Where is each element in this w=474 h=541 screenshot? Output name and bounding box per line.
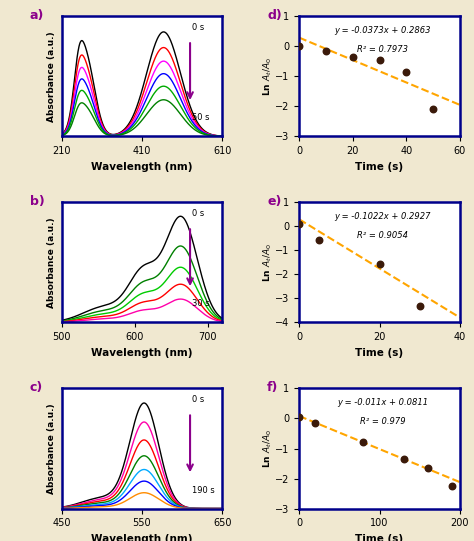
Text: e): e) [267, 195, 282, 208]
X-axis label: Wavelength (nm): Wavelength (nm) [91, 348, 192, 358]
Text: c): c) [29, 381, 43, 394]
X-axis label: Time (s): Time (s) [356, 162, 403, 171]
Point [295, 220, 303, 228]
Y-axis label: Absorbance (a.u.): Absorbance (a.u.) [47, 217, 56, 308]
Point [316, 235, 323, 244]
Point [400, 454, 407, 463]
Y-axis label: Ln $A_t/A_0$: Ln $A_t/A_0$ [261, 429, 274, 468]
Text: R² = 0.9054: R² = 0.9054 [357, 232, 408, 240]
Point [311, 419, 319, 427]
Y-axis label: Absorbance (a.u.): Absorbance (a.u.) [47, 31, 56, 122]
Text: 190 s: 190 s [192, 486, 215, 494]
Y-axis label: Ln $A_t/A_0$: Ln $A_t/A_0$ [261, 243, 274, 282]
Point [402, 68, 410, 76]
X-axis label: Wavelength (nm): Wavelength (nm) [91, 534, 192, 541]
Point [376, 259, 383, 268]
Point [349, 52, 356, 61]
Text: a): a) [29, 9, 44, 22]
Text: R² = 0.979: R² = 0.979 [360, 418, 406, 426]
Text: b): b) [29, 195, 44, 208]
Text: f): f) [267, 381, 279, 394]
Point [424, 464, 431, 472]
Point [429, 105, 437, 114]
Text: y = -0.1022x + 0.2927: y = -0.1022x + 0.2927 [335, 212, 431, 221]
Text: 0 s: 0 s [192, 209, 205, 218]
Point [295, 413, 303, 421]
Y-axis label: Absorbance (a.u.): Absorbance (a.u.) [47, 403, 56, 494]
Point [360, 438, 367, 447]
Text: y = -0.011x + 0.0811: y = -0.011x + 0.0811 [337, 398, 428, 407]
Text: y = -0.0373x + 0.2863: y = -0.0373x + 0.2863 [335, 26, 431, 35]
Point [322, 47, 330, 55]
Text: 30 s: 30 s [192, 300, 210, 308]
Text: 0 s: 0 s [192, 395, 205, 404]
Point [376, 55, 383, 64]
Point [295, 42, 303, 50]
X-axis label: Wavelength (nm): Wavelength (nm) [91, 162, 192, 171]
Y-axis label: Ln $A_t/A_0$: Ln $A_t/A_0$ [261, 57, 274, 96]
Point [416, 301, 423, 310]
Text: 0 s: 0 s [192, 23, 205, 32]
Point [448, 481, 456, 490]
Text: R² = 0.7973: R² = 0.7973 [357, 45, 408, 54]
Text: d): d) [267, 9, 282, 22]
X-axis label: Time (s): Time (s) [356, 534, 403, 541]
X-axis label: Time (s): Time (s) [356, 348, 403, 358]
Text: 50 s: 50 s [192, 113, 210, 122]
